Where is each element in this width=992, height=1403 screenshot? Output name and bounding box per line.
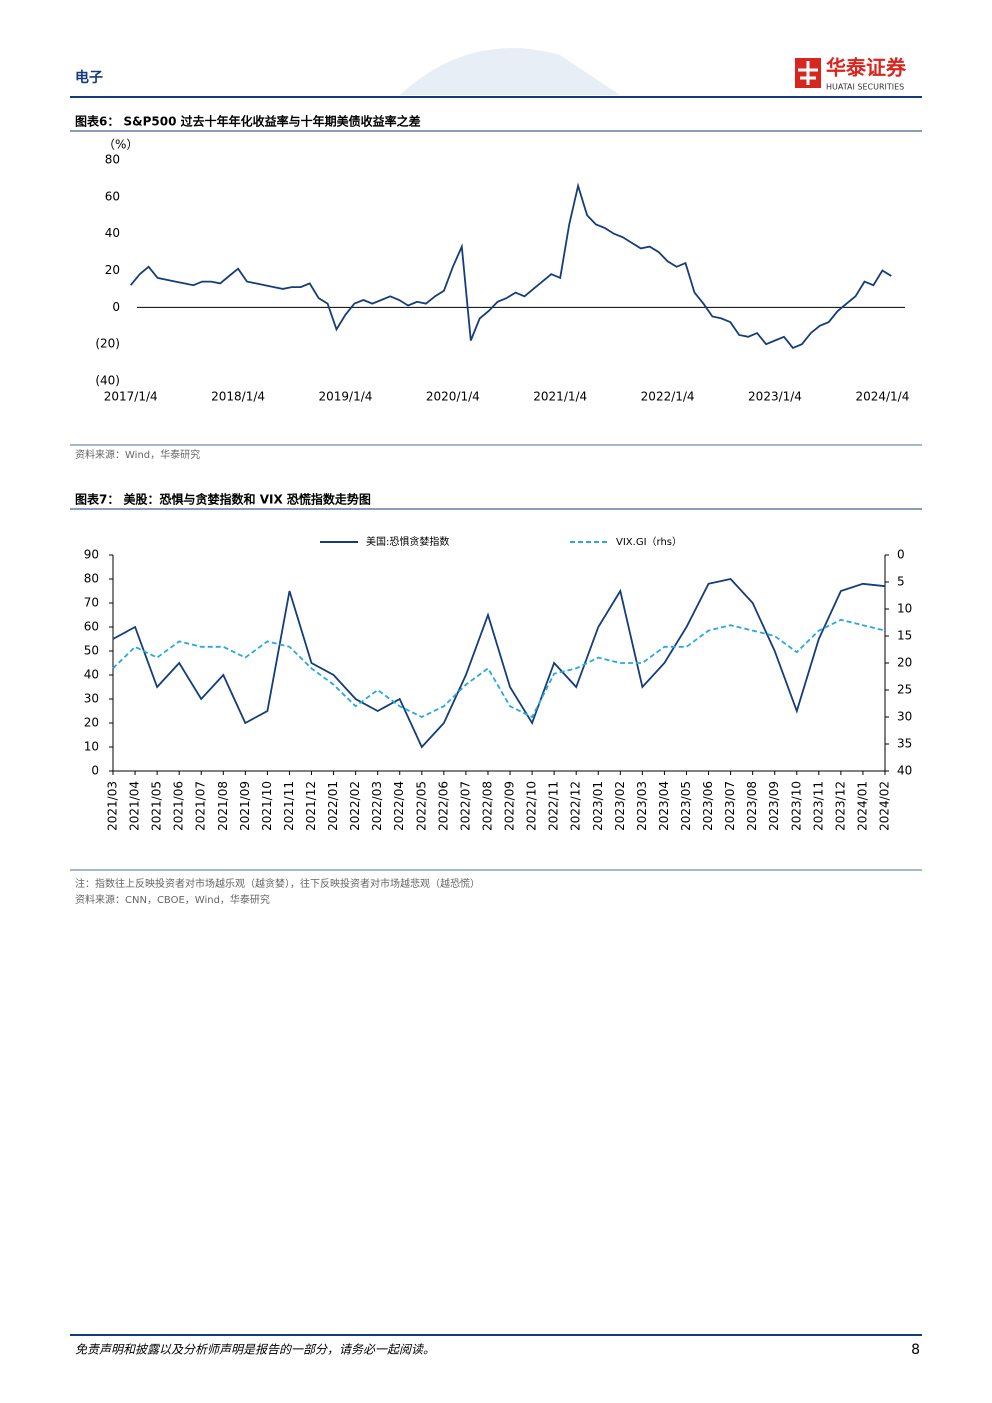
legend-label: 美国:恐惧贪婪指数 — [366, 535, 449, 548]
x-tick-label: 2021/04 — [128, 781, 142, 831]
disclaimer: 免责声明和披露以及分析师声明是报告的一部分，请务必一起阅读。 — [75, 1343, 435, 1357]
x-tick-label: 2023/08 — [745, 781, 759, 831]
chart-title: 图表6： S&P500 过去十年年化收益率与十年期美债收益率之差 — [75, 114, 421, 129]
y-tick-label: 10 — [84, 740, 99, 754]
x-tick-label: 2021/08 — [216, 781, 230, 831]
x-tick-label: 2023/07 — [723, 781, 737, 831]
x-tick-label: 2022/08 — [480, 781, 494, 831]
chart-title: 图表7： 美股：恐惧与贪婪指数和 VIX 恐慌指数走势图 — [75, 492, 371, 507]
x-tick-label: 2023/04 — [657, 781, 671, 831]
series-line — [112, 618, 886, 719]
x-tick-label: 2023/1/4 — [748, 390, 802, 404]
x-tick-label: 2018/1/4 — [211, 390, 265, 404]
y2-tick-label: 0 — [897, 548, 905, 562]
y2-tick-label: 30 — [897, 710, 912, 724]
source: 资料来源：Wind，华泰研究 — [75, 448, 200, 461]
x-tick-label: 2021/10 — [260, 781, 274, 831]
x-tick-label: 2022/06 — [436, 781, 450, 831]
x-tick-label: 2019/1/4 — [319, 390, 373, 404]
x-tick-label: 2021/06 — [172, 781, 186, 831]
x-tick-label: 2022/01 — [326, 781, 340, 831]
y-tick-label: 60 — [105, 189, 120, 203]
x-tick-label: 2023/12 — [833, 781, 847, 831]
header-decor — [400, 48, 620, 95]
y-tick-label: 0 — [112, 300, 120, 314]
y-tick-label: 40 — [105, 226, 120, 240]
y-tick-label: 50 — [84, 644, 99, 658]
y-tick-label: 80 — [105, 153, 120, 167]
x-tick-label: 2023/05 — [679, 781, 693, 831]
y-tick-label: 70 — [84, 596, 99, 610]
section: 电子 — [75, 69, 103, 86]
x-tick-label: 2021/12 — [304, 781, 318, 831]
logo-glyph — [798, 61, 818, 85]
y-tick-label: 20 — [105, 263, 120, 277]
x-tick-label: 2022/12 — [569, 781, 583, 831]
y-tick-label: 20 — [84, 716, 99, 730]
y-tick-label: 0 — [91, 764, 99, 778]
x-tick-label: 2023/09 — [767, 781, 781, 831]
note: 注：指数往上反映投资者对市场越乐观（越贪婪），往下反映投资者对市场越悲观（越恐慌… — [75, 877, 480, 890]
x-tick-label: 2023/06 — [701, 781, 715, 831]
y-tick-label: 60 — [84, 620, 99, 634]
x-tick-label: 2021/07 — [194, 781, 208, 831]
x-tick-label: 2022/11 — [547, 781, 561, 831]
x-tick-label: 2022/03 — [370, 781, 384, 831]
x-tick-label: 2024/1/4 — [855, 390, 909, 404]
x-tick-label: 2017/1/4 — [104, 390, 158, 404]
logo-cn: 华泰证券 — [826, 56, 907, 80]
x-tick-label: 2021/1/4 — [533, 390, 587, 404]
y2-tick-label: 15 — [897, 629, 912, 643]
x-tick-label: 2023/11 — [811, 781, 825, 831]
y-label: （%） — [103, 138, 138, 152]
page-number: 8 — [911, 1342, 920, 1358]
y2-tick-label: 20 — [897, 656, 912, 670]
series-line — [112, 578, 886, 749]
x-tick-label: 2024/01 — [855, 781, 869, 831]
x-tick-label: 2024/02 — [878, 781, 892, 831]
x-tick-label: 2023/10 — [789, 781, 803, 831]
x-tick-label: 2022/05 — [414, 781, 428, 831]
y-tick-label: (20) — [95, 337, 120, 351]
x-tick-label: 2021/03 — [106, 781, 120, 831]
y2-tick-label: 5 — [897, 575, 905, 589]
x-tick-label: 2020/1/4 — [426, 390, 480, 404]
x-tick-label: 2021/09 — [238, 781, 252, 831]
logo-en: HUATAI SECURITIES — [826, 83, 904, 92]
x-tick-label: 2023/03 — [635, 781, 649, 831]
x-tick-label: 2022/07 — [458, 781, 472, 831]
legend-label: VIX.GI（rhs） — [616, 536, 682, 548]
x-tick-label: 2021/05 — [150, 781, 164, 831]
x-tick-label: 2023/02 — [613, 781, 627, 831]
y-tick-label: (40) — [95, 374, 120, 388]
x-tick-label: 2021/11 — [282, 781, 296, 831]
y-tick-label: 90 — [84, 548, 99, 562]
logo — [795, 58, 821, 88]
y2-tick-label: 35 — [897, 737, 912, 751]
series-line — [130, 182, 892, 349]
y2-tick-label: 10 — [897, 602, 912, 616]
y-tick-label: 30 — [84, 692, 99, 706]
source: 资料来源：CNN，CBOE，Wind，华泰研究 — [75, 893, 270, 906]
y2-tick-label: 25 — [897, 683, 912, 697]
y-tick-label: 80 — [84, 572, 99, 586]
x-tick-label: 2023/01 — [591, 781, 605, 831]
x-tick-label: 2022/04 — [392, 781, 406, 831]
x-tick-label: 2022/10 — [525, 781, 539, 831]
x-tick-label: 2022/1/4 — [641, 390, 695, 404]
y2-tick-label: 40 — [897, 764, 912, 778]
x-tick-label: 2022/02 — [348, 781, 362, 831]
x-tick-label: 2022/09 — [503, 781, 517, 831]
y-tick-label: 40 — [84, 668, 99, 682]
